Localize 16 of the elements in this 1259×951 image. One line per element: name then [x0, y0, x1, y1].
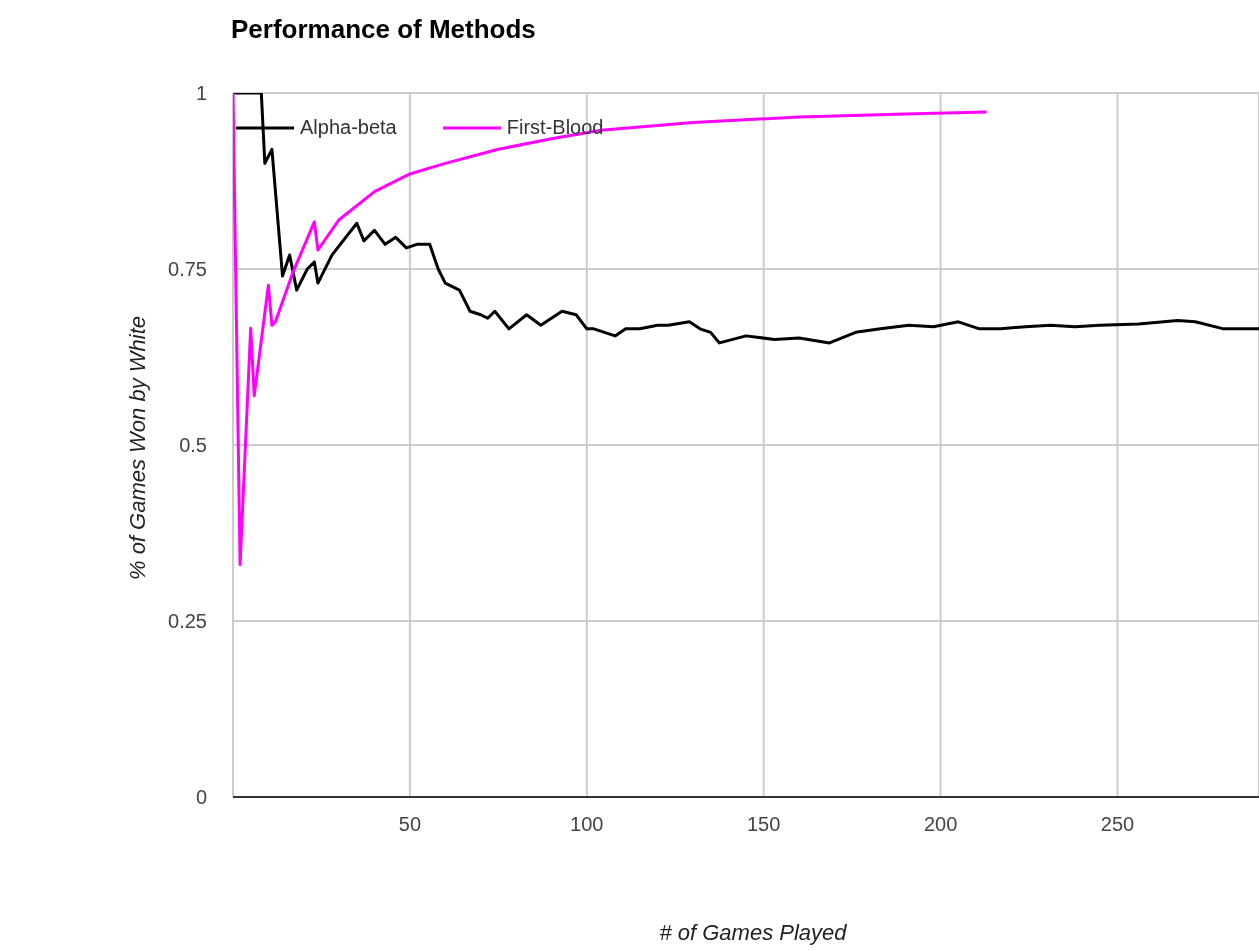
y-tick-label: 1: [195, 82, 207, 105]
x-tick-label: 100: [570, 813, 604, 836]
x-tick-label: 250: [1100, 813, 1135, 836]
x-tick-label: 50: [398, 813, 422, 836]
legend-label: Alpha-beta: [300, 116, 397, 139]
x-tick-label: 150: [747, 813, 781, 836]
x-axis-title: # of Games Played: [659, 920, 847, 946]
y-tick-label: 0: [195, 786, 207, 809]
y-tick-label: 0.5: [179, 434, 207, 457]
line-series: [233, 93, 989, 567]
chart-title: Performance of Methods: [231, 14, 536, 45]
y-axis-title: % of Games Won by White: [125, 315, 151, 581]
y-tick-label: 0.25: [168, 610, 207, 633]
legend-label: First-Blood: [506, 116, 604, 139]
x-tick-label: 200: [923, 813, 958, 836]
y-tick-label: 0.75: [168, 258, 207, 281]
